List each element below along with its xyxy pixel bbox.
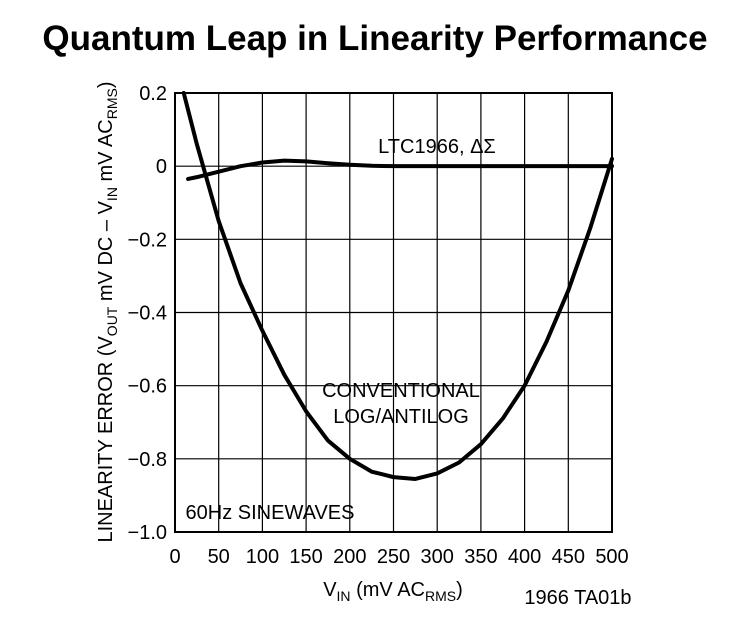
annotation: LOG/ANTILOG <box>333 406 469 428</box>
annotation: LTC1966, ΔΣ <box>378 136 496 158</box>
data-line <box>186 158 614 181</box>
x-tick-label: 350 <box>464 546 497 568</box>
label-part: RMS <box>425 588 456 604</box>
x-tick-label: 450 <box>552 546 585 568</box>
annotation: 1966 TA01b <box>524 587 631 609</box>
annotation: 60Hz SINEWAVES <box>186 502 355 524</box>
x-tick-label: 300 <box>421 546 454 568</box>
label-part: IN <box>104 187 120 201</box>
label-part: ) <box>456 579 463 601</box>
label-part: LINEARITY ERROR (V <box>95 336 117 543</box>
label-part: OUT <box>104 306 120 336</box>
y-tick-label: −0.4 <box>128 303 167 325</box>
x-tick-label: 150 <box>289 546 322 568</box>
label-part: mV AC <box>95 119 117 187</box>
x-tick-label: 0 <box>169 546 180 568</box>
x-axis-label: VIN (mV ACRMS) <box>323 579 463 604</box>
y-tick-label: −0.8 <box>128 449 167 471</box>
x-tick-label: 100 <box>246 546 279 568</box>
chart-title: Quantum Leap in Linearity Performance <box>42 19 707 58</box>
y-tick-label: −0.6 <box>128 376 167 398</box>
y-tick-label: −1.0 <box>128 522 167 544</box>
label-part: RMS <box>104 88 120 119</box>
y-axis-label: LINEARITY ERROR (VOUT mV DC – VIN mV ACR… <box>95 81 120 542</box>
x-tick-label: 500 <box>595 546 628 568</box>
y-tick-label: 0.2 <box>139 83 167 105</box>
x-tick-label: 400 <box>508 546 541 568</box>
annotation: CONVENTIONAL <box>322 380 480 402</box>
label-part: mV DC – V <box>95 200 117 306</box>
label-part: IN <box>337 588 351 604</box>
label-part: ) <box>95 81 117 88</box>
x-tick-label: 200 <box>333 546 366 568</box>
x-tick-label: 50 <box>208 546 230 568</box>
data-line <box>181 91 614 481</box>
y-tick-label: 0 <box>156 156 167 178</box>
label-part: (mV AC <box>351 579 425 601</box>
x-tick-label: 250 <box>377 546 410 568</box>
label-part: V <box>323 579 337 601</box>
y-tick-label: −0.2 <box>128 229 167 251</box>
